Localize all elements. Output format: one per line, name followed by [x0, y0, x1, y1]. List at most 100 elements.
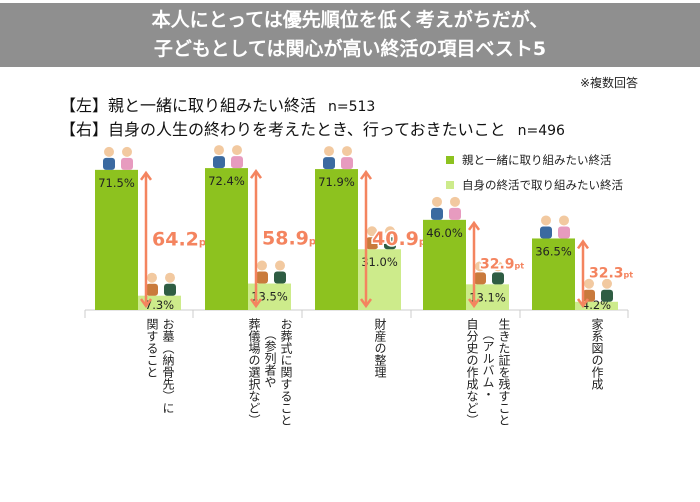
person-icon	[323, 157, 335, 170]
legend-item-self: 自身の終活で取り組みたい終活	[446, 177, 623, 193]
elderly-person-icon	[492, 272, 504, 285]
arrow-head-up	[576, 239, 590, 250]
difference-unit: pt	[515, 261, 525, 270]
elderly-person-icon	[147, 272, 157, 283]
bar-self	[138, 295, 181, 310]
person-icon	[432, 196, 442, 207]
legend-label-parent: 親と一緒に取り組みたい終活	[462, 153, 612, 167]
subtitle-right-label: 【右】自身の人生の終わりを考えたとき、行っておきたいこと	[60, 120, 506, 139]
data-label-parent: 36.5%	[535, 244, 572, 258]
category-label-line: お葬式に関すること	[279, 318, 293, 426]
category-label: お葬式に関すること （参列者や 葬儀場の選択など）	[246, 318, 294, 426]
person-icon	[103, 157, 115, 170]
bar-parent	[315, 169, 358, 310]
data-label-parent: 46.0%	[426, 226, 463, 240]
arrow-head-up	[359, 169, 373, 180]
data-label-self: 7.3%	[145, 298, 174, 312]
person-icon	[559, 215, 569, 226]
subtitle-right-n: n=496	[517, 123, 565, 139]
bar-parent	[532, 238, 575, 310]
arrow-head-up	[139, 170, 153, 181]
difference-label: 40.9pt	[372, 228, 431, 250]
elderly-person-icon	[583, 289, 595, 302]
person-icon	[213, 156, 225, 169]
subtitle-left-n: n=513	[328, 99, 376, 115]
arrow-head-down	[359, 298, 373, 309]
elderly-person-icon	[274, 271, 286, 284]
title-line-1: 本人にとっては優先順位を低く考えがちだが、	[151, 9, 549, 31]
category-label: 家系図の作成	[589, 318, 605, 390]
elderly-person-icon	[146, 283, 158, 296]
bar-parent	[423, 219, 466, 310]
category-label: 生きた証を残すこと （アルバム・ 自分史の作成など）	[464, 318, 512, 426]
category-label-line: （アルバム・	[481, 328, 495, 400]
person-icon	[104, 146, 114, 157]
legend-swatch-self	[446, 181, 454, 189]
subtitle-left: 【左】親と一緒に取り組みたい終活 n=513	[60, 92, 375, 116]
person-icon	[341, 157, 353, 170]
person-icon	[121, 157, 133, 170]
person-icon	[558, 226, 570, 239]
elderly-person-icon	[385, 226, 395, 237]
person-icon	[214, 145, 224, 156]
elderly-person-icon	[601, 289, 613, 302]
elderly-person-icon	[602, 278, 612, 289]
elderly-person-icon	[366, 237, 378, 250]
arrow-head-down	[576, 298, 590, 309]
legend-label-self: 自身の終活で取り組みたい終活	[462, 178, 623, 192]
arrow-head-down	[139, 298, 153, 309]
elderly-person-icon	[384, 237, 396, 250]
data-label-self: 31.0%	[361, 255, 398, 269]
elderly-person-icon	[584, 278, 594, 289]
elderly-person-icon	[256, 271, 268, 284]
subtitle-right: 【右】自身の人生の終わりを考えたとき、行っておきたいこと n=496	[60, 116, 565, 140]
elderly-person-icon	[165, 272, 175, 283]
category-label-line: 関すること	[145, 318, 159, 378]
title-banner: 本人にとっては優先順位を低く考えがちだが、 子どもとしては関心が高い終活の項目ベ…	[0, 3, 700, 67]
arrow-head-up	[249, 168, 263, 179]
person-icon	[540, 226, 552, 239]
elderly-person-icon	[275, 260, 285, 271]
difference-label: 58.9pt	[262, 228, 321, 250]
difference-label: 64.2pt	[152, 228, 211, 250]
category-label-line: 家系図の作成	[590, 318, 604, 390]
category-label-line: 財産の整理	[373, 318, 387, 378]
elderly-person-icon	[367, 226, 377, 237]
multiple-answer-note: ※複数回答	[579, 76, 638, 90]
legend-swatch-parent	[446, 156, 454, 164]
elderly-person-icon	[257, 260, 267, 271]
person-icon	[122, 146, 132, 157]
elderly-person-icon	[164, 283, 176, 296]
person-icon	[431, 207, 443, 220]
category-label-line: 生きた証を残すこと	[497, 318, 511, 426]
person-icon	[342, 146, 352, 157]
arrow-head-down	[249, 298, 263, 309]
arrow-head-up	[467, 220, 481, 231]
data-label-parent: 71.5%	[98, 176, 135, 190]
bar-parent	[205, 168, 248, 310]
elderly-person-icon	[475, 261, 485, 272]
elderly-person-icon	[474, 272, 486, 285]
category-label-line: （参列者や	[263, 328, 277, 388]
title-line-2: 子どもとしては関心が高い終活の項目ベスト5	[153, 38, 547, 60]
category-label: 財産の整理	[372, 318, 388, 378]
elderly-person-icon	[493, 261, 503, 272]
category-label-line: お墓（納骨先）に	[161, 318, 175, 414]
difference-label: 32.9pt	[480, 256, 524, 272]
person-icon	[450, 196, 460, 207]
person-icon	[324, 146, 334, 157]
category-label-line: 自分史の作成など）	[465, 318, 479, 426]
arrow-head-down	[467, 298, 481, 309]
legend-item-parent: 親と一緒に取り組みたい終活	[446, 152, 612, 168]
data-label-parent: 71.9%	[318, 175, 355, 189]
category-label-line: 葬儀場の選択など）	[247, 318, 261, 426]
bar-self	[575, 301, 618, 310]
person-icon	[232, 145, 242, 156]
person-icon	[231, 156, 243, 169]
bar-parent	[95, 169, 138, 310]
person-icon	[541, 215, 551, 226]
difference-label: 32.3pt	[589, 266, 633, 282]
person-icon	[449, 207, 461, 220]
subtitle-left-label: 【左】親と一緒に取り組みたい終活	[60, 96, 317, 115]
